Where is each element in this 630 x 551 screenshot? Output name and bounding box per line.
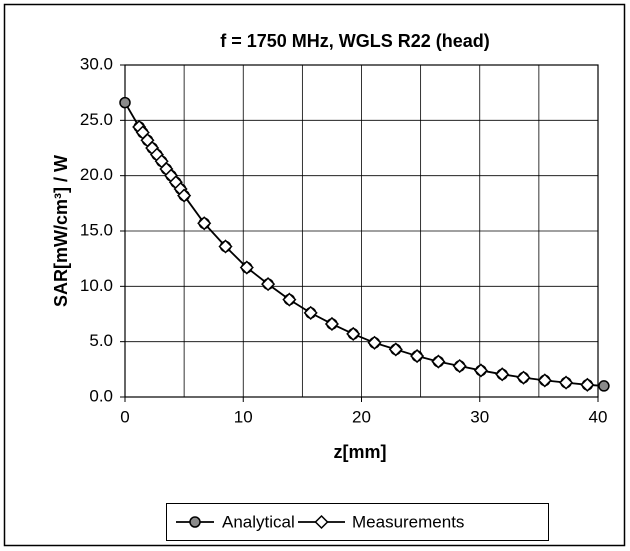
x-tick-label: 20 (352, 407, 371, 426)
y-tick-label: 10.0 (80, 276, 113, 295)
y-axis-label: SAR[mW/cm³] / W (51, 155, 71, 307)
y-tick-label: 30.0 (80, 54, 113, 73)
marker (218, 239, 233, 254)
marker (598, 380, 610, 392)
y-tick-label: 15.0 (80, 220, 113, 239)
legend-label: Measurements (352, 512, 464, 531)
x-tick-label: 30 (470, 407, 489, 426)
marker (537, 373, 552, 388)
marker (367, 335, 382, 350)
marker (559, 375, 574, 390)
marker (452, 358, 467, 374)
marker (495, 367, 510, 382)
marker (580, 377, 595, 392)
marker (346, 326, 361, 341)
plot-frame (124, 64, 599, 398)
marker (303, 305, 318, 320)
x-tick-label: 0 (120, 407, 129, 426)
marker (516, 370, 531, 385)
marker (239, 260, 254, 275)
y-tick-label: 5.0 (89, 331, 113, 350)
legend-marker (314, 514, 329, 530)
y-tick-label: 25.0 (80, 110, 113, 129)
x-tick-label: 40 (589, 407, 608, 426)
marker (388, 342, 403, 357)
marker (119, 96, 131, 109)
marker (282, 292, 297, 307)
legend-marker (189, 516, 201, 528)
marker (197, 216, 212, 231)
marker (324, 316, 339, 332)
x-tick-label: 10 (234, 407, 253, 426)
marker (177, 188, 192, 203)
marker (473, 363, 488, 378)
legend-box (166, 503, 549, 541)
marker (261, 277, 276, 292)
legend-label: Analytical (222, 512, 295, 531)
marker (410, 348, 425, 364)
chart-title: f = 1750 MHz, WGLS R22 (head) (220, 31, 490, 51)
marker (431, 354, 446, 369)
y-tick-label: 0.0 (89, 386, 113, 405)
x-axis-label: z[mm] (334, 442, 387, 462)
y-tick-label: 20.0 (80, 165, 113, 184)
